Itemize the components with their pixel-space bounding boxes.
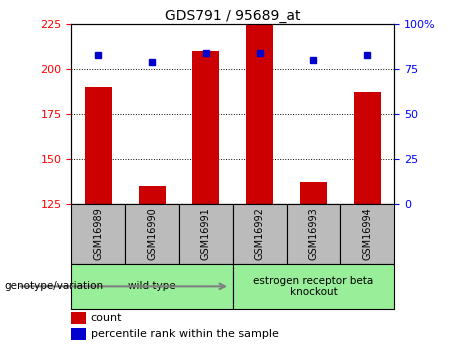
Text: GSM16992: GSM16992	[254, 207, 265, 260]
Bar	[246, 22, 273, 204]
Text: percentile rank within the sample: percentile rank within the sample	[91, 329, 279, 339]
Title: GDS791 / 95689_at: GDS791 / 95689_at	[165, 9, 301, 23]
Bar	[125, 204, 179, 264]
Bar	[193, 51, 219, 204]
Text: GSM16994: GSM16994	[362, 207, 372, 260]
Bar	[287, 204, 340, 264]
Text: wild type: wild type	[128, 282, 176, 291]
Bar	[179, 204, 233, 264]
Text: genotype/variation: genotype/variation	[5, 282, 104, 291]
Text: GSM16991: GSM16991	[201, 207, 211, 260]
Bar	[233, 264, 394, 309]
Text: GSM16989: GSM16989	[93, 207, 103, 260]
Text: estrogen receptor beta
knockout: estrogen receptor beta knockout	[254, 276, 373, 297]
Bar	[71, 328, 86, 340]
Bar	[340, 204, 394, 264]
Bar	[71, 264, 233, 309]
Bar	[233, 204, 287, 264]
Text: count: count	[91, 313, 122, 323]
Bar	[354, 92, 381, 204]
Bar	[85, 87, 112, 204]
Bar	[71, 312, 86, 324]
Text: GSM16990: GSM16990	[147, 207, 157, 260]
Bar	[139, 186, 165, 204]
Bar	[300, 182, 327, 204]
Text: GSM16993: GSM16993	[308, 207, 319, 260]
Bar	[71, 204, 125, 264]
